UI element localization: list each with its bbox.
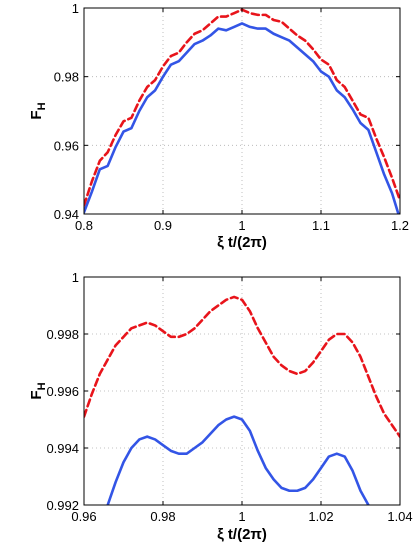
bottom-chart-ticks	[83, 276, 401, 506]
bottom-chart-series-dashed-line	[84, 295, 400, 438]
top-chart-y-tick-label: 0.94	[54, 207, 79, 222]
bottom-chart-y-axis-label-main: F	[28, 390, 45, 399]
bottom-chart-y-tick-labels: 0.992 0.994 0.996 0.998 1	[46, 270, 79, 513]
top-chart-y-tick-label: 1	[72, 1, 79, 16]
bottom-chart-x-tick-label: 1.04	[387, 509, 412, 524]
top-chart-x-tick-label: 0.9	[154, 218, 172, 233]
bottom-chart-x-tick-label: 1.02	[308, 509, 333, 524]
bottom-chart-y-axis-label: FH	[28, 382, 48, 399]
top-chart-y-axis-label-sub: H	[36, 102, 48, 110]
top-chart-y-tick-labels: 0.94 0.96 0.98 1	[54, 1, 79, 222]
bottom-chart-y-tick-label: 0.998	[46, 327, 79, 342]
bottom-chart-x-tick-labels: 0.96 0.98 1 1.02 1.04	[71, 509, 412, 524]
bottom-chart-x-tick-label: 0.98	[150, 509, 175, 524]
bottom-chart-y-axis-label-sub: H	[36, 382, 48, 390]
top-chart-y-tick-label: 0.98	[54, 70, 79, 85]
bottom-chart-x-tick-label: 0.96	[71, 509, 96, 524]
top-chart-ticks	[83, 7, 401, 215]
top-chart-grid	[84, 8, 400, 214]
bottom-chart-series	[84, 295, 400, 505]
top-chart-x-tick-label: 1.1	[312, 218, 330, 233]
bottom-chart-grid	[84, 277, 400, 505]
bottom-chart-y-tick-label: 0.994	[46, 441, 79, 456]
top-chart-y-tick-label: 0.96	[54, 138, 79, 153]
top-chart-x-tick-label: 1	[238, 218, 245, 233]
top-chart-y-axis-label: FH	[28, 102, 48, 119]
top-chart: 0.94 0.96 0.98 1 0.8 0.9 1 1.1 1.2 ξ t/(2π) FH	[28, 1, 409, 251]
bottom-chart-y-tick-label: 0.992	[46, 498, 79, 513]
top-chart-x-axis-label: ξ t/(2π)	[217, 234, 267, 251]
bottom-chart-x-tick-label: 1	[238, 509, 245, 524]
bottom-chart-y-tick-label: 1	[72, 270, 79, 285]
top-chart-y-axis-label-main: F	[28, 110, 45, 119]
top-chart-x-tick-labels: 0.8 0.9 1 1.1 1.2	[75, 218, 409, 233]
top-chart-x-tick-label: 1.2	[391, 218, 409, 233]
bottom-chart-y-tick-label: 0.996	[46, 384, 79, 399]
top-chart-x-tick-label: 0.8	[75, 218, 93, 233]
bottom-chart-series-solid-line	[106, 415, 370, 505]
top-chart-series-solid-line	[84, 22, 400, 214]
bottom-chart-x-axis-label: ξ t/(2π)	[217, 526, 267, 543]
